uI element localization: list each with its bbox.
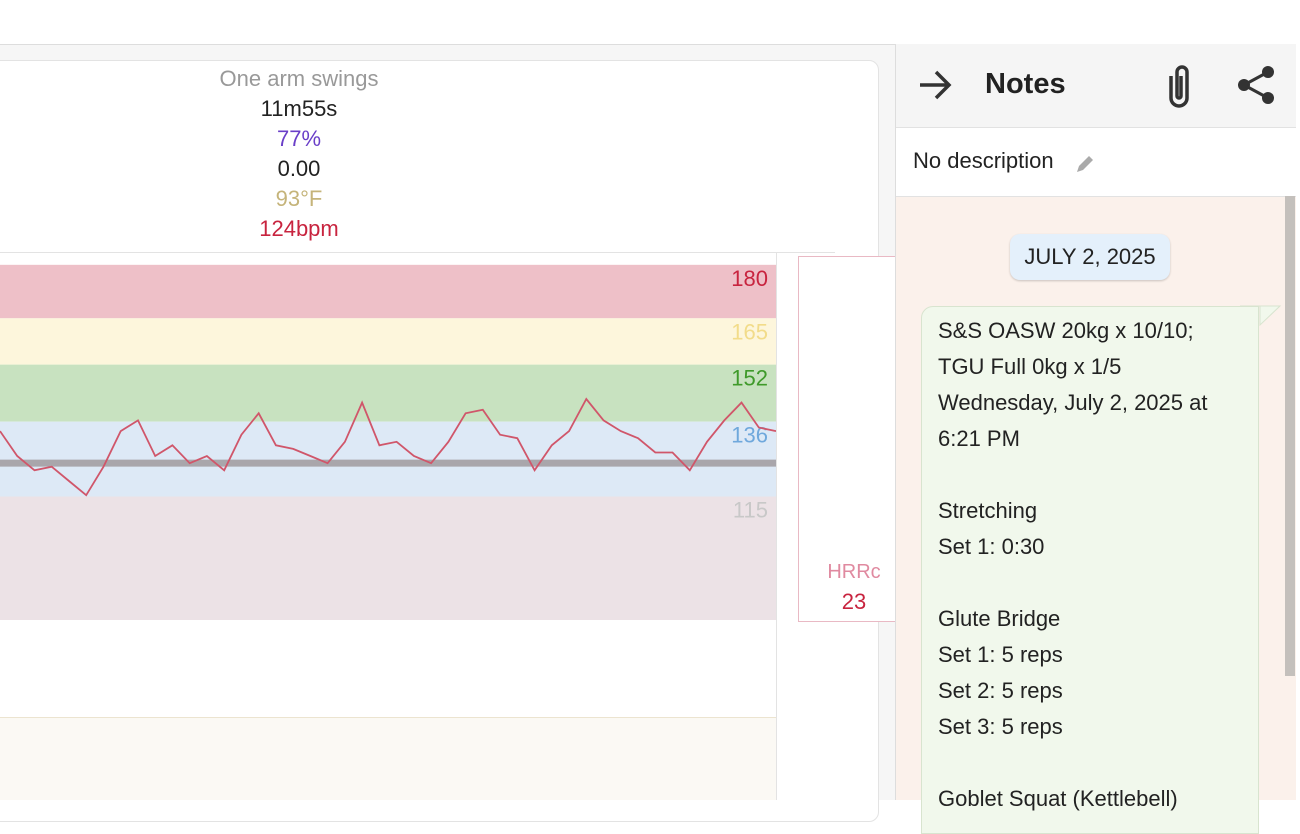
notes-header: Notes [896,44,1296,128]
zone-band [0,264,776,319]
zone-label: 136 [731,423,768,448]
duration: 11m55s [260,96,338,121]
note-paragraph: Goblet Squat (Kettlebell) [938,781,1258,817]
note-line: Set 1: 5 reps [938,642,1063,667]
hr-line [0,397,777,497]
attach-button[interactable] [1161,62,1197,112]
notes-title: Notes [985,68,1066,100]
heart-rate: 124bpm [259,216,339,241]
zone-label: 115 [733,498,768,523]
note-line: Set 3: 5 reps [938,714,1063,739]
zone-label: 152 [731,366,768,391]
percent: 77% [276,126,322,151]
zone-band [0,318,776,365]
note-line: Wednesday, July 2, 2025 at [938,390,1208,415]
hr-chart: 180 165 152 136 115 [0,252,835,800]
activity-name: One arm swings [219,66,379,91]
description: No description [913,148,1054,173]
temperature: 93°F [275,186,323,211]
note-line: Set 2: 5 reps [938,678,1063,703]
zone-label: 165 [731,319,768,344]
note-line: Goblet Squat (Kettlebell) [938,786,1178,811]
recovery-value: 23 [841,589,867,614]
edit-button[interactable] [1074,154,1096,176]
note-line: TGU Full 0kg x 1/5 [938,354,1122,379]
note-line: Stretching [938,498,1038,523]
close-button[interactable] [916,66,956,106]
lower-area [0,718,776,800]
distance: 0.00 [277,156,321,181]
note-bubble: S&S OASW 20kg x 10/10; TGU Full 0kg x 1/5… [921,306,1259,834]
note-line: Glute Bridge [938,606,1061,631]
note-paragraph: Glute Bridge Set 1: 5 reps Set 2: 5 reps Se… [938,601,1258,745]
zone-band [0,421,776,497]
top-bar [0,0,1295,45]
date-chip: JULY 2, 2025 [1010,234,1170,280]
zone-label: 180 [731,266,768,291]
zone-band [0,364,776,422]
blank-area [0,620,776,718]
note-line: Set 1: 0:30 [938,534,1045,559]
note-paragraph: Stretching Set 1: 0:30 [938,493,1258,565]
description-row: No description [896,128,1296,197]
note-line: 6:21 PM [938,426,1020,451]
zone-band [0,496,776,620]
recovery-label: HRRc [827,561,881,583]
share-button[interactable] [1236,64,1278,106]
scrollbar[interactable] [1285,196,1295,676]
note-paragraph: S&S OASW 20kg x 10/10; TGU Full 0kg x 1/5… [938,313,1258,457]
recovery-box: HRRc 23 [798,256,899,622]
note-line: S&S OASW 20kg x 10/10; [938,318,1194,343]
